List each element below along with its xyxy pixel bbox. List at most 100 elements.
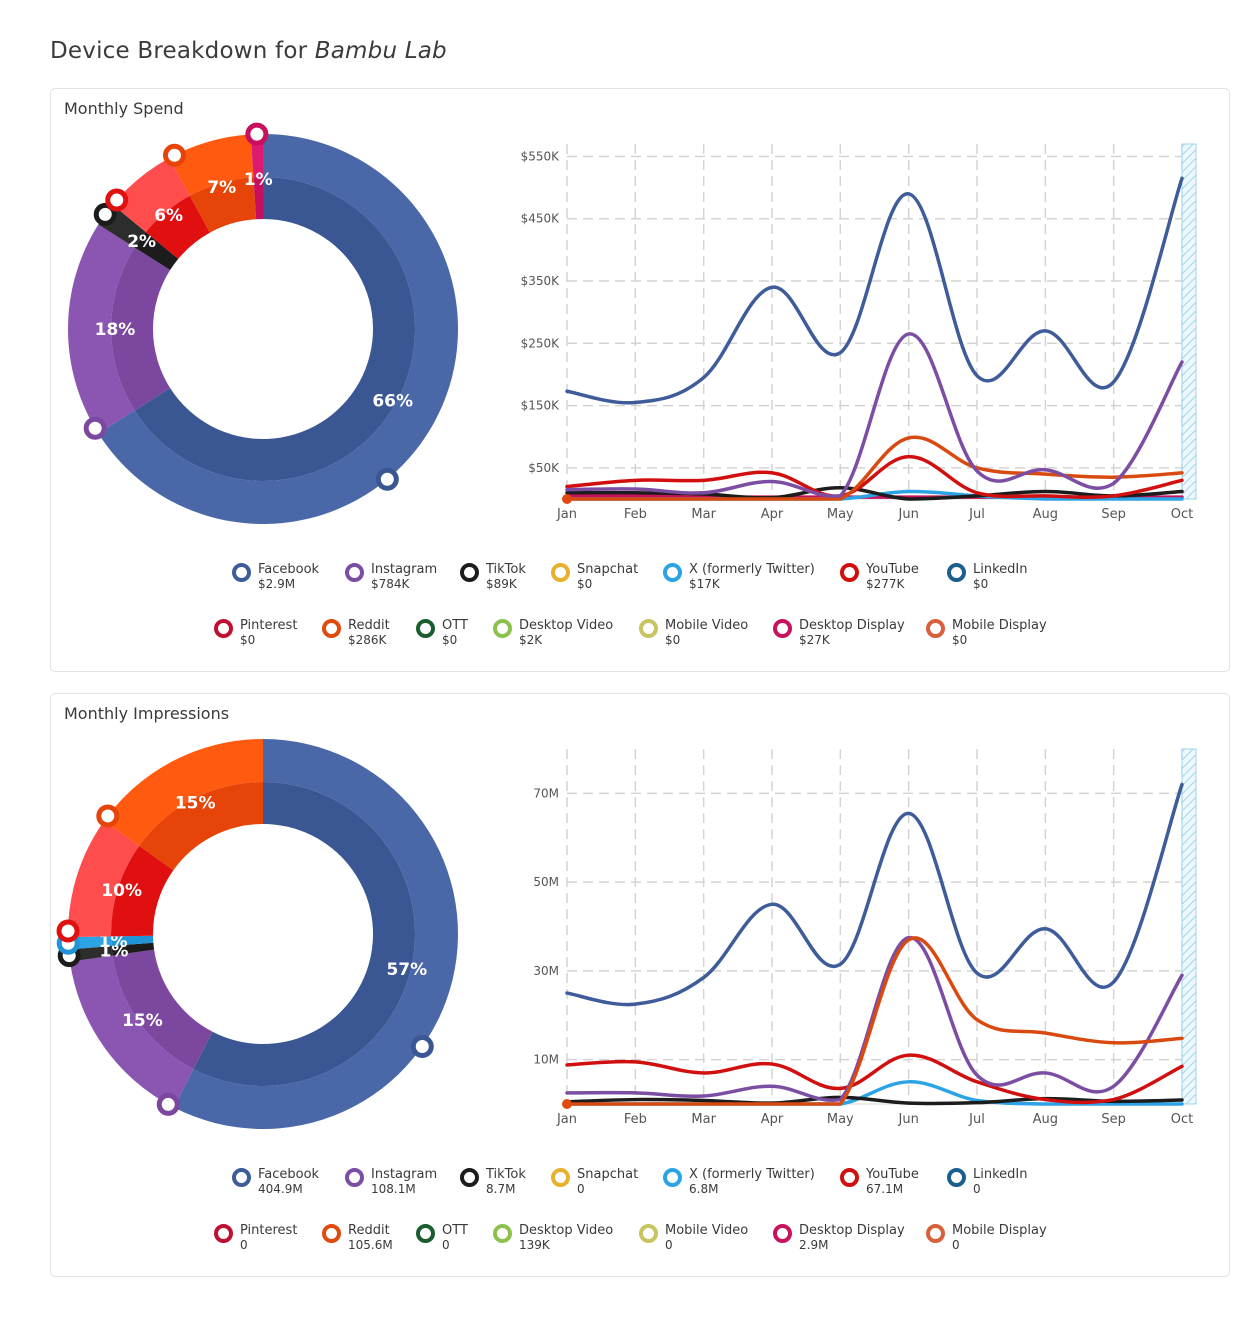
panel-title: Monthly Spend xyxy=(64,99,184,118)
x-tick-label: Jul xyxy=(968,1112,985,1127)
origin-marker xyxy=(562,494,572,504)
slice-marker[interactable] xyxy=(96,804,120,828)
series-line-tiktok[interactable] xyxy=(565,1095,1184,1106)
y-tick-label: $250K xyxy=(521,336,561,350)
series-line-youtube[interactable] xyxy=(565,1053,1184,1105)
slice-marker[interactable] xyxy=(375,467,399,491)
legend-value: 6.8M xyxy=(689,1182,719,1196)
slice-inner-arc xyxy=(193,782,415,1086)
donut-slice-desktop-display[interactable]: 1% xyxy=(244,122,273,220)
legend-label: OTT xyxy=(442,618,468,633)
legend-label: Facebook xyxy=(258,562,320,577)
legend-label: LinkedIn xyxy=(973,1167,1028,1182)
y-tick-label: $50K xyxy=(528,461,560,475)
donut-slice-reddit[interactable]: 15% xyxy=(96,739,263,871)
legend-marker xyxy=(639,1224,658,1243)
x-tick-label: May xyxy=(827,507,854,522)
slice-percent-label: 66% xyxy=(372,391,413,411)
legend-value: 67.1M xyxy=(866,1182,904,1196)
monthly-impressions-panel: Monthly Impressions 57% 15% 1% 1% 10% 15% 10M… xyxy=(50,693,1230,1277)
y-tick-label: $350K xyxy=(521,274,561,288)
legend-marker xyxy=(416,1224,435,1243)
donut-slice-tiktok[interactable]: 1% xyxy=(57,942,155,968)
slice-marker[interactable] xyxy=(93,202,117,226)
y-tick-label: 30M xyxy=(533,964,559,978)
monthly-spend-panel: Monthly Spend 66% 18% 2% 6% 7% 1% $50K $150K $2… xyxy=(50,88,1230,672)
legend-marker xyxy=(639,619,658,638)
series-lines xyxy=(565,176,1184,501)
legend-label: Mobile Video xyxy=(665,618,749,633)
series-line-facebook[interactable] xyxy=(565,176,1184,405)
slice-outer-arc xyxy=(68,820,140,938)
x-tick-label: Mar xyxy=(691,1112,716,1127)
legend-value: $0 xyxy=(665,633,681,647)
series-line-reddit[interactable] xyxy=(565,435,1184,501)
slice-marker[interactable] xyxy=(245,122,269,146)
legend-value: 0 xyxy=(240,1238,248,1252)
slice-inner-arc xyxy=(134,177,415,481)
legend-value: $784K xyxy=(371,577,410,591)
impressions-line-chart: 10M 30M 50M 70M Jan Feb Mar Apr May Jun Jul Aug Sep O… xyxy=(533,748,1197,1127)
donut-slice-reddit[interactable]: 7% xyxy=(162,134,257,233)
donut-slice-x-formerly-twitter[interactable]: 1% xyxy=(56,931,154,955)
grid xyxy=(566,749,1196,1104)
legend-value: $27K xyxy=(799,633,830,647)
slice-percent-label: 2% xyxy=(127,232,156,252)
donut-slice-tiktok[interactable]: 2% xyxy=(93,202,179,271)
slice-marker[interactable] xyxy=(105,188,129,212)
legend-marker xyxy=(416,619,435,638)
slice-marker[interactable] xyxy=(56,919,80,943)
donut-slice-facebook[interactable]: 66% xyxy=(98,134,459,524)
legend-marker xyxy=(551,1168,570,1187)
slice-outer-arc xyxy=(169,134,254,196)
legend-label: YouTube xyxy=(866,562,919,577)
legend-label: Snapchat xyxy=(577,562,639,577)
slice-inner-arc xyxy=(189,177,257,233)
y-tick-label: 10M xyxy=(533,1053,559,1067)
series-line-instagram[interactable] xyxy=(565,935,1184,1103)
slice-outer-arc xyxy=(67,224,135,434)
slice-marker[interactable] xyxy=(410,1035,434,1059)
legend-marker xyxy=(663,1168,682,1187)
series-line-youtube[interactable] xyxy=(565,454,1184,500)
legend-label: Reddit xyxy=(348,618,390,633)
legend-value: 404.9M xyxy=(258,1182,303,1196)
y-tick-label: 70M xyxy=(533,786,559,800)
slice-marker[interactable] xyxy=(83,416,107,440)
legend-label: Pinterest xyxy=(240,618,298,633)
legend-marker xyxy=(214,1224,233,1243)
donut-slice-instagram[interactable]: 18% xyxy=(67,224,171,440)
y-tick-label: $150K xyxy=(521,399,561,413)
legend-label: Instagram xyxy=(371,562,438,577)
legend-label: LinkedIn xyxy=(973,562,1028,577)
legend-marker xyxy=(947,1168,966,1187)
origin-marker xyxy=(562,1099,572,1109)
slice-inner-arc xyxy=(111,247,171,411)
page-title-prefix: Device Breakdown for xyxy=(50,38,308,64)
slice-percent-label: 1% xyxy=(99,932,128,952)
series-line-facebook[interactable] xyxy=(565,782,1184,1007)
slice-marker[interactable] xyxy=(156,1092,180,1116)
donut-slice-instagram[interactable]: 15% xyxy=(69,949,213,1116)
legend-value: 139K xyxy=(519,1238,550,1252)
x-tick-label: Apr xyxy=(761,507,784,522)
legend-marker xyxy=(493,1224,512,1243)
donut-slice-facebook[interactable]: 57% xyxy=(173,739,459,1129)
series-line-reddit[interactable] xyxy=(565,936,1184,1106)
slice-marker[interactable] xyxy=(162,143,186,167)
legend-label: YouTube xyxy=(866,1167,919,1182)
legend-value: $2K xyxy=(519,633,543,647)
legend-marker xyxy=(345,563,364,582)
y-tick-label: 50M xyxy=(533,875,559,889)
series-line-instagram[interactable] xyxy=(565,332,1184,498)
panel-title: Monthly Impressions xyxy=(64,704,230,723)
legend-marker xyxy=(551,563,570,582)
current-period-band xyxy=(1181,143,1197,500)
x-tick-label: Aug xyxy=(1033,1112,1058,1127)
donut-slice-youtube[interactable]: 6% xyxy=(105,158,211,259)
legend-marker xyxy=(322,1224,341,1243)
donut-slice-youtube[interactable]: 10% xyxy=(56,820,174,943)
slice-outer-arc xyxy=(69,955,194,1108)
legend-marker xyxy=(663,563,682,582)
x-tick-label: Jan xyxy=(556,1112,577,1127)
